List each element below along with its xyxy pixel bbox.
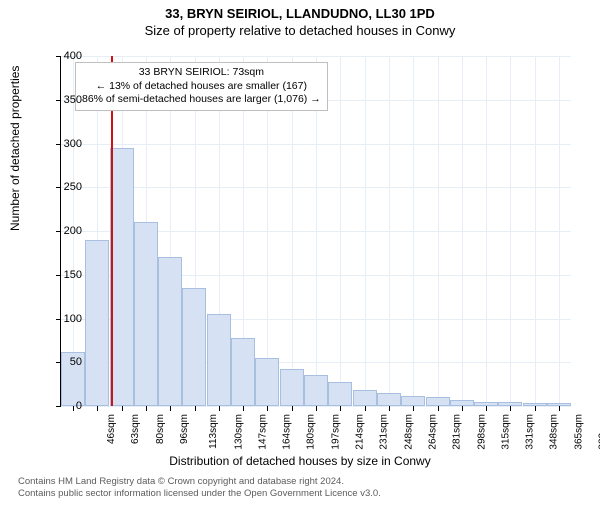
xtick-label: 164sqm: [282, 414, 293, 450]
annotation-line-2: ← 13% of detached houses are smaller (16…: [82, 80, 321, 94]
xtick-mark: [97, 406, 98, 411]
xtick-label: 331sqm: [525, 414, 536, 450]
xtick-mark: [365, 406, 366, 411]
title-sub: Size of property relative to detached ho…: [0, 23, 600, 38]
histogram-bar: [547, 403, 571, 406]
xtick-label: 80sqm: [155, 414, 166, 444]
xtick-mark: [219, 406, 220, 411]
xtick-mark: [122, 406, 123, 411]
xtick-label: 113sqm: [208, 414, 219, 449]
attribution-footer: Contains HM Land Registry data © Crown c…: [18, 476, 381, 500]
xtick-mark: [535, 406, 536, 411]
xtick-mark: [243, 406, 244, 411]
x-axis-label: Distribution of detached houses by size …: [0, 454, 600, 468]
y-axis-label: Number of detached properties: [8, 66, 22, 231]
ytick-label: 400: [42, 50, 82, 62]
gridline-v: [413, 56, 414, 406]
histogram-bar: [401, 396, 425, 407]
histogram-bar: [110, 148, 134, 406]
xtick-mark: [146, 406, 147, 411]
xtick-mark: [340, 406, 341, 411]
footer-line-2: Contains public sector information licen…: [18, 488, 381, 500]
xtick-mark: [267, 406, 268, 411]
histogram-bar: [207, 314, 231, 406]
gridline-v: [486, 56, 487, 406]
gridline-v: [365, 56, 366, 406]
xtick-label: 298sqm: [476, 414, 487, 450]
reference-annotation-box: 33 BRYN SEIRIOL: 73sqm ← 13% of detached…: [75, 62, 328, 111]
ytick-label: 200: [42, 225, 82, 237]
histogram-bar: [498, 402, 522, 406]
xtick-label: 46sqm: [106, 414, 117, 444]
xtick-label: 214sqm: [355, 414, 366, 450]
histogram-bar: [377, 393, 401, 406]
footer-line-1: Contains HM Land Registry data © Crown c…: [18, 476, 381, 488]
histogram-bar: [426, 397, 450, 406]
histogram-bar: [182, 288, 206, 406]
xtick-mark: [170, 406, 171, 411]
xtick-label: 348sqm: [549, 414, 560, 450]
ytick-label: 250: [42, 181, 82, 193]
xtick-label: 197sqm: [330, 414, 341, 450]
ytick-label: 300: [42, 138, 82, 150]
title-main: 33, BRYN SEIRIOL, LLANDUDNO, LL30 1PD: [0, 6, 600, 21]
xtick-label: 180sqm: [306, 414, 317, 450]
xtick-label: 281sqm: [452, 414, 463, 450]
gridline-v: [559, 56, 560, 406]
ytick-label: 150: [42, 269, 82, 281]
gridline-v: [389, 56, 390, 406]
gridline-v: [462, 56, 463, 406]
gridline-v: [535, 56, 536, 406]
xtick-mark: [462, 406, 463, 411]
ytick-label: 100: [42, 313, 82, 325]
histogram-bar: [304, 375, 328, 406]
xtick-label: 96sqm: [179, 414, 190, 444]
histogram-bar: [134, 222, 158, 406]
gridline-v: [340, 56, 341, 406]
xtick-mark: [292, 406, 293, 411]
ytick-label: 50: [42, 356, 82, 368]
xtick-label: 315sqm: [500, 414, 511, 450]
histogram-bar: [474, 402, 498, 406]
xtick-mark: [510, 406, 511, 411]
xtick-label: 130sqm: [233, 414, 244, 450]
xtick-mark: [438, 406, 439, 411]
histogram-bar: [158, 257, 182, 406]
gridline-v: [510, 56, 511, 406]
gridline-v: [438, 56, 439, 406]
xtick-label: 231sqm: [379, 414, 390, 450]
xtick-mark: [195, 406, 196, 411]
annotation-line-1: 33 BRYN SEIRIOL: 73sqm: [82, 66, 321, 80]
xtick-label: 147sqm: [257, 414, 268, 450]
histogram-bar: [353, 390, 377, 406]
histogram-bar: [328, 382, 352, 407]
xtick-label: 63sqm: [130, 414, 141, 444]
ytick-label: 350: [42, 94, 82, 106]
xtick-mark: [389, 406, 390, 411]
histogram-bar: [523, 403, 547, 407]
xtick-mark: [559, 406, 560, 411]
ytick-label: 0: [42, 400, 82, 412]
histogram-bar: [85, 240, 109, 406]
histogram-bar: [450, 400, 474, 406]
xtick-mark: [486, 406, 487, 411]
histogram-bar: [280, 369, 304, 406]
histogram-bar: [231, 338, 255, 406]
histogram-bar: [255, 358, 279, 406]
xtick-label: 264sqm: [427, 414, 438, 450]
xtick-mark: [316, 406, 317, 411]
annotation-line-3: 86% of semi-detached houses are larger (…: [82, 93, 321, 107]
xtick-label: 365sqm: [573, 414, 584, 450]
xtick-label: 248sqm: [403, 414, 414, 450]
xtick-mark: [413, 406, 414, 411]
